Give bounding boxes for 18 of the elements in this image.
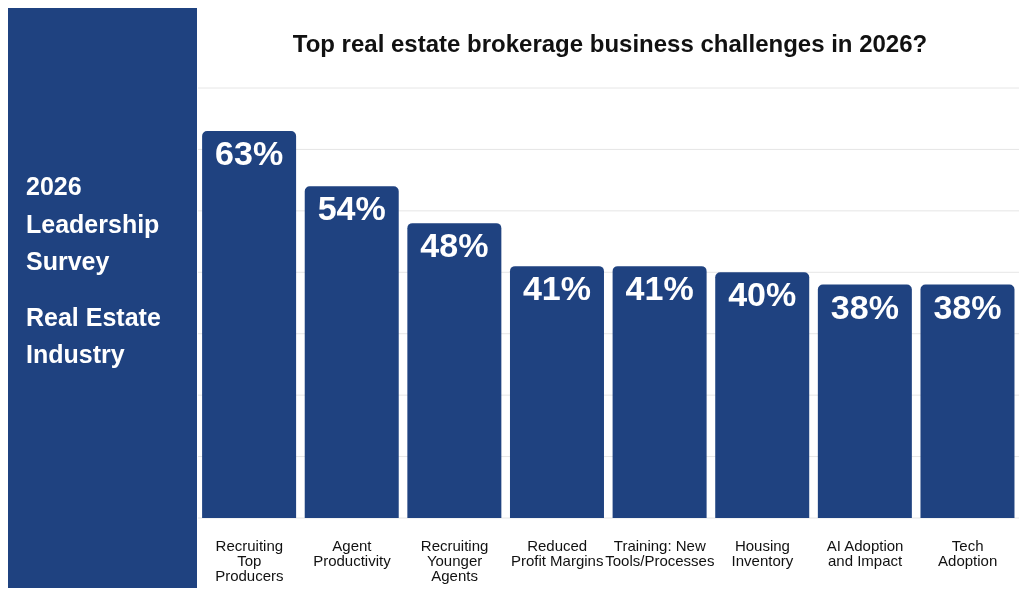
data-label: 63% <box>215 134 284 173</box>
side-panel: 2026 Leadership Survey Real Estate Industry <box>8 8 197 588</box>
x-tick-label: Tech Adoption <box>938 536 998 569</box>
data-label: 54% <box>317 189 386 228</box>
data-label: 41% <box>522 269 592 308</box>
x-tick-label: Housing Inventory <box>731 536 794 569</box>
x-tick-label: Recruiting Younger Agents <box>420 536 489 584</box>
x-tick-label: Agent Productivity <box>313 536 392 569</box>
data-label: 48% <box>420 226 489 265</box>
x-tick-label: AI Adoption and Impact <box>826 536 904 569</box>
x-tick-label: Training: New Tools/Processes <box>605 536 715 569</box>
x-tick-label: Recruiting Top Producers <box>215 536 284 584</box>
data-label: 40% <box>728 275 797 314</box>
chart-title: Top real estate brokerage business challenges in 2026? <box>291 29 929 59</box>
data-label: 38% <box>933 287 1002 326</box>
data-label: 41% <box>625 269 694 308</box>
data-label: 38% <box>830 287 899 326</box>
x-tick-label: Reduced Profit Margins <box>510 536 604 569</box>
